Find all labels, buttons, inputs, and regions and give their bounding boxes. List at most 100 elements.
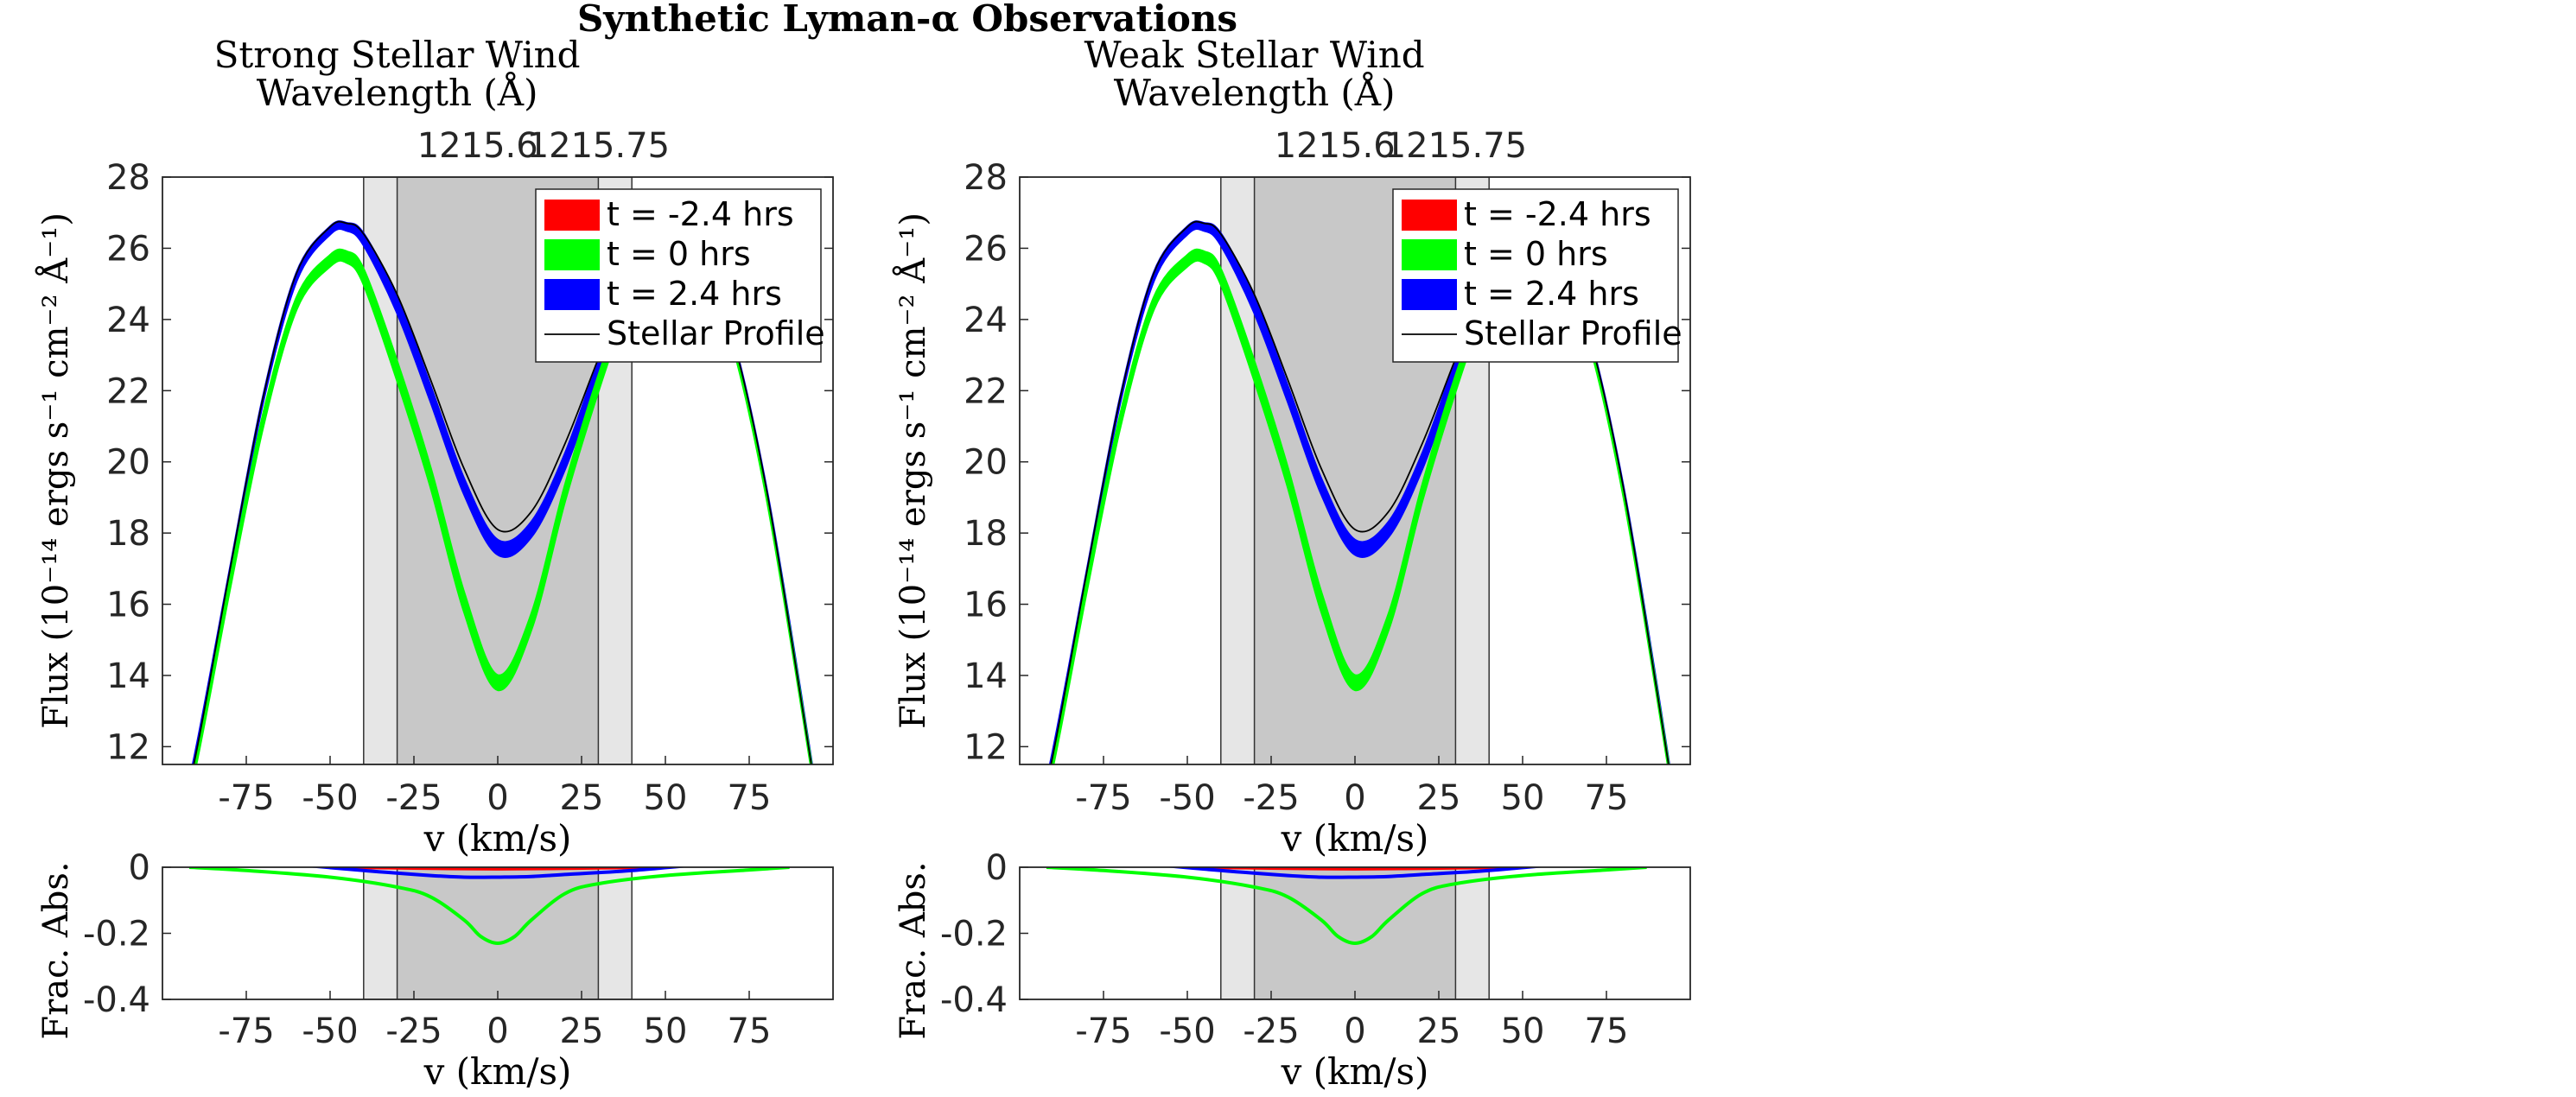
abs-y-tick-label: -0.2 — [940, 915, 1008, 954]
y-tick-label: 14 — [106, 656, 150, 696]
main-plot — [191, 177, 813, 764]
x-tick-label: 25 — [560, 778, 604, 818]
legend-swatch — [1402, 200, 1457, 231]
abs-panel: 0 -0.2 -0.4 -75 -50 -25 0 25 50 75 v (km/s) Frac. A… — [894, 848, 1691, 1093]
x-tick-label: 25 — [1417, 778, 1461, 818]
abs-plot — [188, 867, 790, 999]
legend-entry: t = 0 hrs — [607, 235, 751, 273]
x-tick-label: -75 — [218, 778, 274, 818]
abs-x-tick-label: -75 — [1075, 1011, 1131, 1051]
abs-x-tick-label: 50 — [644, 1011, 688, 1051]
abs-plot — [1046, 867, 1647, 999]
top-tick-label: 1215.75 — [1384, 126, 1527, 166]
y-tick-label: 24 — [964, 301, 1008, 340]
abs-x-tick-label: -25 — [385, 1011, 442, 1051]
legend-entry: t = 2.4 hrs — [1464, 275, 1639, 313]
abs-y-axis-label: Frac. Abs. — [36, 861, 76, 1039]
y-tick-label: 28 — [106, 158, 150, 198]
x-tick-label: 0 — [1344, 778, 1365, 818]
x-tick-label: -25 — [1243, 778, 1299, 818]
abs-line-t-0-hrs — [188, 867, 790, 946]
abs-y-tick-label: 0 — [129, 848, 150, 888]
y-axis-label: Flux (10⁻¹⁴ ergs s⁻¹ cm⁻² Å⁻¹) — [893, 212, 933, 729]
y-tick-label: 20 — [106, 443, 150, 483]
abs-x-axis-label: v (km/s) — [1281, 1050, 1429, 1093]
x-axis-label: v (km/s) — [423, 817, 572, 859]
abs-line-t-2-4-hrs — [1164, 867, 1547, 879]
abs-y-axis-label: Frac. Abs. — [894, 861, 933, 1039]
top-axis-label: Wavelength (Å) — [257, 71, 538, 114]
figure-title: Synthetic Lyman-α Observations — [577, 0, 1237, 40]
abs-x-tick-label: -75 — [218, 1011, 274, 1051]
x-tick-label: -50 — [1159, 778, 1215, 818]
abs-line-t-2-4-hrs — [307, 867, 690, 879]
x-axis-label: v (km/s) — [1281, 817, 1429, 859]
abs-x-axis-label: v (km/s) — [423, 1050, 572, 1093]
abs-x-tick-label: 0 — [487, 1011, 508, 1051]
legend-entry: t = -2.4 hrs — [1464, 195, 1651, 233]
top-tick-label: 1215.75 — [527, 126, 670, 166]
x-tick-label: -50 — [302, 778, 358, 818]
x-tick-label: 50 — [644, 778, 688, 818]
top-axis-label: Wavelength (Å) — [1114, 71, 1396, 114]
legend-entry: Stellar Profile — [1464, 314, 1682, 352]
abs-band-inner — [396, 867, 600, 999]
abs-band-inner — [1253, 867, 1457, 999]
legend-swatch — [1402, 239, 1457, 270]
y-axis-label: Flux (10⁻¹⁴ ergs s⁻¹ cm⁻² Å⁻¹) — [35, 212, 76, 729]
abs-x-tick-label: 50 — [1501, 1011, 1545, 1051]
y-tick-label: 26 — [964, 229, 1008, 269]
abs-y-tick-label: -0.4 — [940, 980, 1008, 1020]
abs-x-tick-label: -50 — [1159, 1011, 1215, 1051]
y-tick-label: 14 — [964, 656, 1008, 696]
abs-line-t-0-hrs — [1046, 867, 1647, 946]
legend-swatch — [544, 200, 600, 231]
y-tick-label: 26 — [106, 229, 150, 269]
y-tick-label: 20 — [964, 443, 1008, 483]
y-tick-label: 16 — [964, 586, 1008, 625]
x-tick-label: 50 — [1501, 778, 1545, 818]
abs-y-tick-label: -0.2 — [83, 915, 150, 954]
abs-x-tick-label: -25 — [1243, 1011, 1299, 1051]
panel-title: Weak Stellar Wind — [1084, 34, 1425, 76]
y-tick-label: 18 — [106, 514, 150, 554]
abs-x-tick-label: 0 — [1344, 1011, 1365, 1051]
x-tick-label: 75 — [728, 778, 772, 818]
x-tick-label: 0 — [487, 778, 508, 818]
legend-swatch — [1402, 279, 1457, 310]
series-band-t-0-hrs — [193, 239, 813, 764]
top-tick-label: 1215.6 — [1275, 126, 1396, 166]
abs-x-tick-label: 75 — [1585, 1011, 1629, 1051]
stellar-profile-line — [193, 220, 812, 764]
abs-x-tick-label: 25 — [560, 1011, 604, 1051]
x-tick-label: -75 — [1075, 778, 1131, 818]
abs-panel: 0 -0.2 -0.4 -75 -50 -25 0 25 50 75 v (km/s) Frac. A… — [36, 848, 834, 1093]
y-tick-label: 16 — [106, 586, 150, 625]
series-band-t-0-hrs — [1050, 239, 1670, 764]
y-tick-label: 12 — [964, 727, 1008, 767]
y-tick-label: 22 — [106, 371, 150, 411]
y-tick-label: 24 — [106, 301, 150, 340]
top-tick-label: 1215.6 — [417, 126, 538, 166]
abs-x-tick-label: -50 — [302, 1011, 358, 1051]
x-tick-label: -25 — [385, 778, 442, 818]
stellar-profile-line — [1050, 220, 1670, 764]
abs-x-tick-label: 25 — [1417, 1011, 1461, 1051]
y-tick-label: 18 — [964, 514, 1008, 554]
abs-y-tick-label: -0.4 — [83, 980, 150, 1020]
abs-y-tick-label: 0 — [986, 848, 1008, 888]
legend-entry: t = 2.4 hrs — [607, 275, 782, 313]
panel-title: Strong Stellar Wind — [214, 34, 581, 76]
abs-x-tick-label: 75 — [728, 1011, 772, 1051]
legend-entry: Stellar Profile — [607, 314, 825, 352]
legend-swatch — [544, 279, 600, 310]
y-tick-label: 12 — [106, 727, 150, 767]
y-tick-label: 22 — [964, 371, 1008, 411]
y-tick-label: 28 — [964, 158, 1008, 198]
legend-swatch — [544, 239, 600, 270]
